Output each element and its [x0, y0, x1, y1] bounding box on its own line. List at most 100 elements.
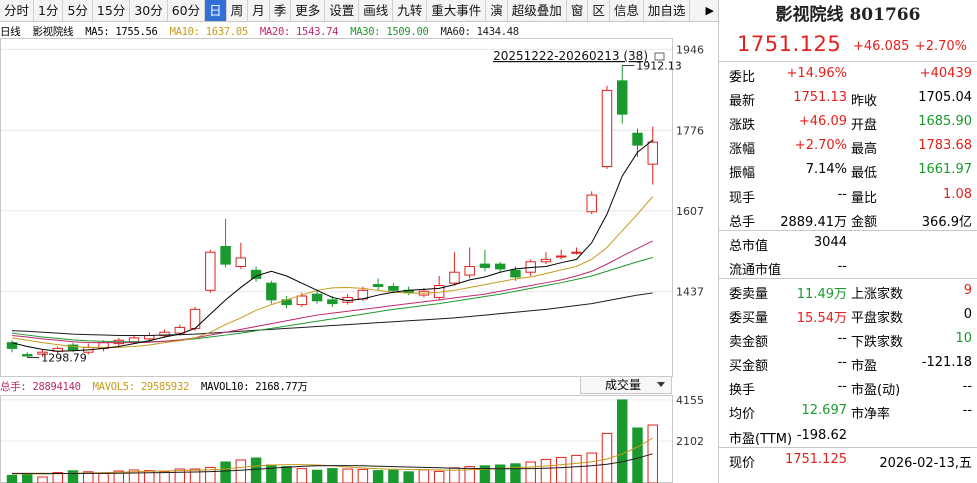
- toolbar-item-1[interactable]: 1分: [34, 0, 64, 21]
- quote-value: -198.62: [796, 427, 847, 443]
- toolbar-item-20[interactable]: 加自选: [644, 0, 691, 21]
- volume-bar: [311, 469, 323, 483]
- candle-down: [510, 269, 521, 278]
- quote-value: --: [837, 186, 847, 202]
- volume-bar: [189, 468, 201, 483]
- volume-bar: [159, 471, 170, 483]
- volume-bar: [220, 461, 231, 483]
- candle-down: [67, 344, 79, 351]
- toolbar-item-13[interactable]: 九转: [393, 0, 428, 21]
- toolbar-item-16[interactable]: 超级叠加: [508, 0, 567, 21]
- quote-row: 流通市值 --: [719, 255, 977, 279]
- price-change: +46.085: [853, 39, 910, 54]
- collapse-arrow-icon[interactable]: ▶: [705, 4, 714, 17]
- volume-bar: [388, 469, 399, 483]
- volume-bar: [6, 474, 18, 483]
- candle-up: [571, 251, 582, 254]
- price-axis-label: 1776: [676, 124, 704, 137]
- ma-line-ma5: [11, 139, 654, 352]
- volume-bar: [510, 463, 521, 483]
- quote-label: 金额: [851, 214, 878, 230]
- volume-bar: [617, 399, 628, 483]
- quote-value: --: [837, 379, 847, 395]
- vol-mavol10: MAVOL10: 2168.77万: [201, 381, 308, 393]
- toolbar-item-18[interactable]: 区: [588, 0, 610, 21]
- quote-value: 0: [963, 307, 972, 322]
- volume-legend: 总手: 28894140 MAVOL5: 29585932 MAVOL10: 2…: [0, 379, 314, 393]
- indicator-select[interactable]: 成交量: [580, 376, 672, 394]
- quote-value: --: [962, 379, 972, 395]
- quote-row: 总市值 3044: [719, 231, 977, 255]
- volume-bar: [113, 470, 125, 483]
- toolbar-item-17[interactable]: 窗: [567, 0, 589, 21]
- toolbar-item-11[interactable]: 设置: [325, 0, 360, 21]
- volume-bar: [418, 469, 430, 483]
- volume-bar: [494, 464, 506, 483]
- lock-icon: [654, 52, 665, 61]
- kline-chart[interactable]: 1946 1776 1607 1437 4155 2102 20251222-2026021…: [0, 38, 718, 483]
- quote-row: 换手 -- 市盈(动) --: [719, 375, 977, 399]
- quote-value: 15.54万: [796, 311, 847, 326]
- quote-label: 下跌家数: [851, 335, 904, 351]
- toolbar-item-0[interactable]: 分时: [0, 0, 35, 21]
- vol-total: 总手: 28894140: [0, 381, 81, 393]
- quote-value: 11.49万: [796, 286, 847, 302]
- quote-value: --: [837, 355, 847, 371]
- quote-row: 均价 12.697 市净率 --: [719, 399, 977, 423]
- quote-label: 总手: [729, 214, 756, 230]
- toolbar-item-19[interactable]: 信息: [610, 0, 644, 21]
- quote-label: 委买量: [729, 311, 769, 326]
- quote-value: 2889.41万: [780, 214, 847, 230]
- quote-row: 买金额 -- 市盈 -121.18: [719, 351, 977, 375]
- candle-up: [449, 271, 460, 284]
- toolbar-item-14[interactable]: 重大事件: [427, 0, 487, 21]
- quote-panel: 影视院线 801766 1751.125 +46.085 +2.70% 委比 +1…: [718, 0, 977, 483]
- quote-label: 涨跌: [729, 118, 756, 134]
- volume-bar: [37, 476, 48, 483]
- quote-label: 量比: [851, 190, 878, 206]
- quote-row: 最新 1751.13 昨收 1705.04: [719, 86, 977, 110]
- price-frame: [0, 38, 673, 377]
- toolbar-item-15[interactable]: 演: [486, 0, 508, 21]
- quote-label: 市盈(TTM): [729, 431, 793, 447]
- candle-down: [632, 132, 643, 146]
- vol-mavol5: MAVOL5: 29585932: [92, 381, 190, 393]
- candle-up: [174, 326, 186, 334]
- toolbar-item-12[interactable]: 画线: [359, 0, 394, 21]
- price-axis-label: 1437: [676, 286, 704, 299]
- volume-axis-label: 4155: [676, 394, 704, 407]
- candle-down: [494, 263, 506, 270]
- ma-line-ma60: [11, 292, 653, 337]
- volume-bar: [357, 468, 369, 483]
- volume-bar: [555, 456, 567, 483]
- quote-value: --: [837, 258, 847, 274]
- quote-label: 开盘: [851, 118, 878, 134]
- toolbar-item-10[interactable]: 更多: [291, 0, 326, 21]
- volume-bar: [342, 468, 353, 483]
- quote-row: 总手 2889.41万 金额 366.9亿: [719, 207, 977, 231]
- legend-ma20: MA20: 1543.74: [259, 26, 339, 38]
- quote-row: 卖金额 -- 下跌家数 10: [719, 327, 977, 351]
- quote-value: 12.697: [801, 403, 848, 419]
- volume-bar: [98, 472, 109, 483]
- toolbar-item-2[interactable]: 5分: [63, 0, 93, 21]
- toolbar-item-8[interactable]: 月: [248, 0, 270, 21]
- volume-bar: [540, 458, 552, 483]
- chevron-down-icon: [657, 382, 665, 387]
- legend-ma30: MA30: 1509.00: [350, 26, 429, 38]
- toolbar-item-3[interactable]: 15分: [93, 0, 131, 21]
- toolbar-item-9[interactable]: 季: [270, 0, 292, 21]
- ma-line-ma20: [11, 240, 653, 344]
- candle-down: [479, 263, 491, 268]
- toolbar-item-6[interactable]: 日: [205, 0, 227, 21]
- quote-label: 委比: [729, 70, 756, 85]
- toolbar-item-7[interactable]: 周: [227, 0, 249, 21]
- toolbar-item-4[interactable]: 30分: [130, 0, 168, 21]
- quote-row: 现价 1751.125 2026-02-13,五: [719, 448, 977, 472]
- range-label: 20251222-20260213 (38): [493, 49, 648, 63]
- toolbar-item-5[interactable]: 60分: [168, 0, 206, 21]
- period-toolbar: 分时 1分 5分 15分 30分 60分日周月季更多 设置 画线 九转 重大事件演超级叠加窗区信息…: [0, 0, 718, 22]
- quote-label: 上涨家数: [851, 286, 904, 302]
- candle-down: [266, 282, 277, 301]
- volume-bar: [250, 457, 262, 483]
